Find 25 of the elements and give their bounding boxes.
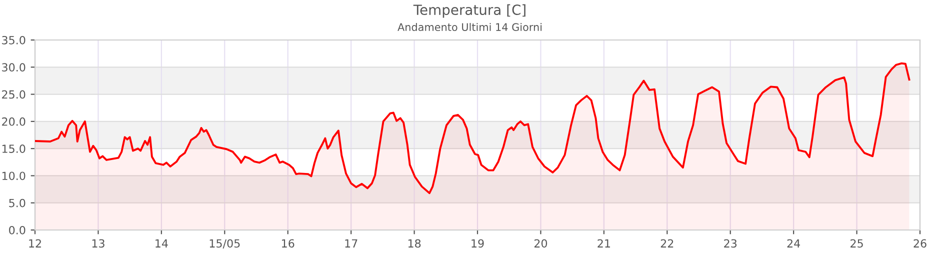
x-tick-label: 25 bbox=[850, 239, 863, 248]
x-tick-label: 21 bbox=[598, 239, 610, 248]
y-tick-label: 25.0 bbox=[2, 90, 26, 99]
chart-title: Temperatura [C] bbox=[413, 4, 526, 18]
x-tick-label: 18 bbox=[408, 239, 421, 248]
x-tick-label: 23 bbox=[724, 239, 737, 248]
y-tick-label: 20.0 bbox=[2, 117, 26, 126]
y-tick-label: 0.0 bbox=[9, 226, 26, 234]
x-tick-label: 24 bbox=[787, 239, 800, 248]
x-tick-label: 16 bbox=[282, 239, 294, 248]
x-tick-label: 12 bbox=[29, 239, 41, 248]
x-tick-label: 17 bbox=[345, 239, 358, 248]
x-tick-label: 22 bbox=[660, 239, 674, 248]
x-tick-label: 19 bbox=[472, 239, 484, 248]
y-tick-label: 10.0 bbox=[2, 172, 26, 180]
y-tick-label: 35.0 bbox=[2, 36, 26, 44]
x-tick-label: 26 bbox=[914, 239, 926, 248]
y-tick-label: 30.0 bbox=[2, 63, 26, 72]
y-tick-label: 15.0 bbox=[2, 144, 26, 153]
y-tick-label: 5.0 bbox=[9, 198, 26, 208]
x-tick-label: 15/05 bbox=[210, 239, 240, 248]
x-tick-label: 20 bbox=[534, 239, 548, 248]
chart-subtitle: Andamento Ultimi 14 Giorni bbox=[398, 22, 542, 32]
x-tick-label: 14 bbox=[156, 239, 168, 248]
x-tick-label: 13 bbox=[92, 239, 104, 248]
